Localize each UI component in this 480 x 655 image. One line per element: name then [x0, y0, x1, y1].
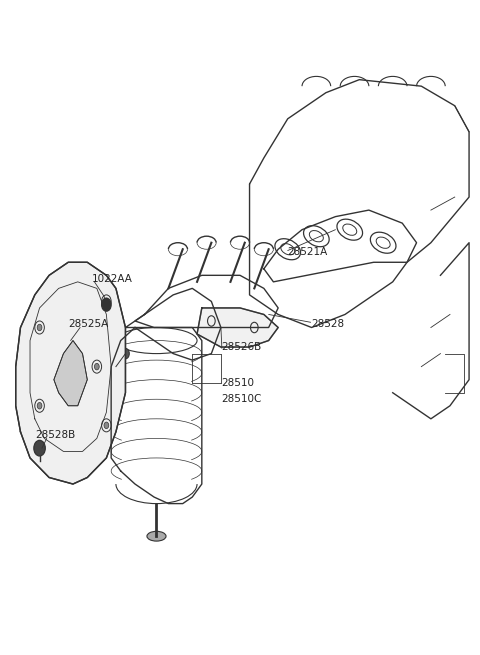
Polygon shape [16, 262, 125, 484]
Text: 28510C: 28510C [221, 394, 261, 404]
Polygon shape [197, 308, 278, 347]
Circle shape [102, 298, 111, 311]
Circle shape [37, 403, 42, 409]
Circle shape [34, 440, 45, 456]
Circle shape [104, 298, 109, 305]
Text: 28521A: 28521A [288, 248, 328, 257]
Circle shape [95, 364, 99, 370]
Text: 1022AA: 1022AA [92, 274, 133, 284]
Circle shape [37, 324, 42, 331]
Text: 28528B: 28528B [35, 430, 75, 440]
Text: 28510: 28510 [221, 378, 254, 388]
Text: 28528: 28528 [312, 319, 345, 329]
Text: 28525A: 28525A [68, 319, 108, 329]
Circle shape [104, 422, 109, 428]
Ellipse shape [147, 531, 166, 541]
Polygon shape [54, 341, 87, 405]
Circle shape [121, 348, 129, 359]
Text: 28526B: 28526B [221, 342, 261, 352]
